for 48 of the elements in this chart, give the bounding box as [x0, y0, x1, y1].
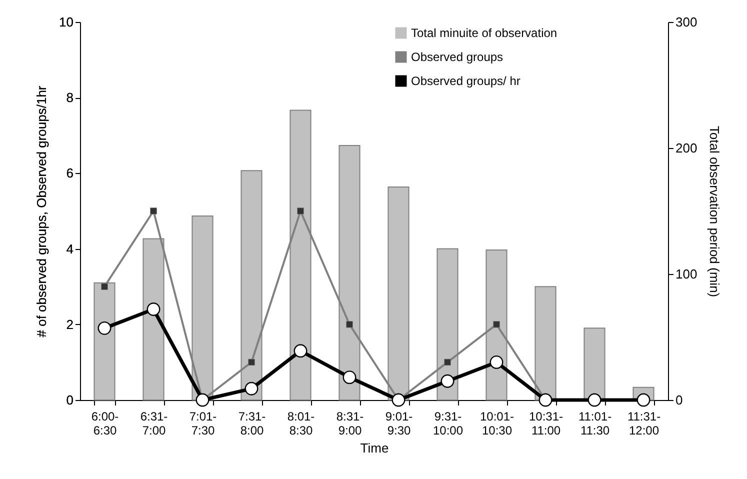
- point: [538, 393, 552, 407]
- x-tick-label: 8:01-8:30: [287, 410, 315, 438]
- point: [440, 374, 454, 388]
- x-tick-label: 6:31-7:00: [140, 410, 168, 438]
- y-tick-label: 2: [66, 316, 74, 332]
- x-tick-label: 11:31-12:00: [627, 410, 661, 438]
- y2-tick-label: 300: [676, 14, 698, 30]
- x-tick-label: 10:31-11:00: [528, 410, 564, 438]
- y-tick-label: 4: [66, 241, 74, 256]
- point: [248, 358, 255, 366]
- point: [101, 283, 108, 290]
- y-tick-label: 10: [59, 14, 74, 30]
- x-tick-label: 6:00-6:30: [91, 410, 119, 438]
- point: [98, 321, 112, 335]
- point: [444, 358, 451, 366]
- legend-label: Observed groups/ hr: [411, 74, 520, 88]
- point: [297, 208, 304, 214]
- point: [588, 393, 602, 407]
- point: [146, 302, 160, 316]
- y-axis-title: # of observed groups, Observed groups/1hr: [34, 85, 50, 338]
- x-axis-title: Time: [360, 440, 389, 456]
- y2-axis-title: Total observation period (min): [707, 126, 722, 298]
- point: [342, 370, 356, 384]
- legend-label: Total minuite of observation: [411, 26, 558, 40]
- x-tick-label: 9:01-9:30: [385, 410, 413, 438]
- point: [244, 382, 258, 396]
- x-tick-label: 10:01-10:30: [480, 410, 514, 438]
- x-tick-label: 9:31-10:00: [432, 410, 464, 438]
- x-tick-label: 8:31-9:00: [336, 410, 364, 438]
- point: [490, 355, 504, 369]
- point: [636, 393, 650, 407]
- y-tick-label: 8: [66, 90, 74, 106]
- y2-tick-label: 200: [676, 140, 698, 156]
- bar: [584, 328, 606, 400]
- x-tick-label: 7:31-8:00: [238, 410, 266, 438]
- y-tick-label: 6: [66, 166, 74, 181]
- point: [294, 344, 308, 358]
- point: [392, 393, 406, 407]
- point: [150, 208, 157, 214]
- y2-tick-label: 0: [676, 392, 683, 408]
- x-tick-label: 11:01-11:30: [578, 410, 612, 438]
- point: [493, 320, 500, 328]
- point: [196, 393, 210, 407]
- point: [346, 320, 353, 328]
- legend-label: Observed groups: [411, 50, 504, 64]
- y2-tick-label: 100: [676, 266, 698, 282]
- x-tick-label: 7:01-7:30: [189, 410, 217, 438]
- y-tick-label: 0: [66, 392, 74, 408]
